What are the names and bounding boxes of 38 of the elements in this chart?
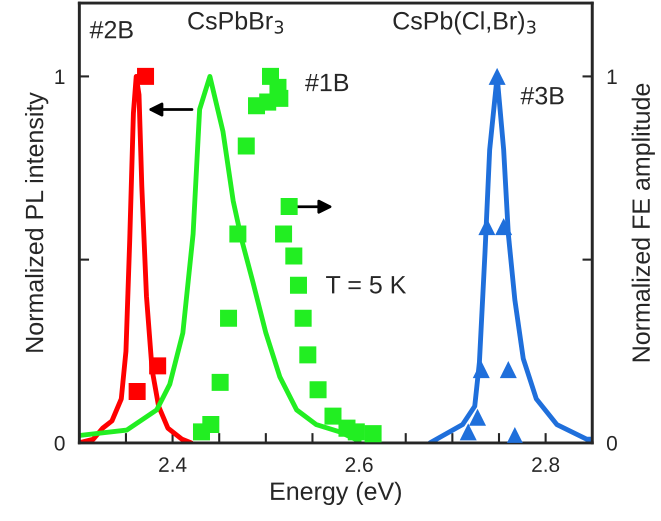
- annotation: #3B: [520, 86, 564, 105]
- y2-tick-label: 1: [608, 70, 617, 84]
- x-tick-label: 2.4: [159, 457, 186, 472]
- point: [348, 423, 365, 440]
- point: [488, 68, 506, 85]
- point: [137, 68, 154, 85]
- annotation: CsPb(Cl,Br)$_{3}$: [393, 11, 536, 35]
- x-axis-title: Energy (eV): [271, 482, 401, 506]
- point: [460, 423, 477, 440]
- point: [128, 383, 146, 400]
- point: [202, 416, 220, 434]
- point: [294, 310, 312, 327]
- point: [310, 381, 327, 398]
- point: [500, 361, 517, 378]
- annotation: T = 5 K: [326, 276, 406, 294]
- y-axis-title: Normalized PL intensity: [24, 92, 48, 352]
- point: [299, 346, 316, 364]
- annotation: CsPbBr$_{3}$: [188, 11, 284, 34]
- point: [212, 374, 229, 391]
- point: [472, 361, 490, 378]
- point: [229, 225, 246, 242]
- point: [495, 218, 512, 236]
- annotation: #1B: [305, 74, 348, 92]
- point: [149, 357, 166, 374]
- x-tick-label: 2.8: [532, 457, 560, 472]
- point: [324, 408, 342, 425]
- point: [469, 408, 486, 426]
- x-tick-label: 2.6: [346, 457, 373, 472]
- annotation: #2B: [90, 20, 133, 38]
- point: [290, 276, 307, 294]
- point: [220, 310, 238, 327]
- point: [364, 425, 382, 442]
- point: [238, 138, 255, 155]
- y2-tick-label: 0: [606, 436, 617, 451]
- point: [285, 247, 302, 264]
- point: [275, 225, 292, 242]
- point: [280, 198, 298, 216]
- y2-axis-title: Normalized FE amplitude: [632, 84, 655, 362]
